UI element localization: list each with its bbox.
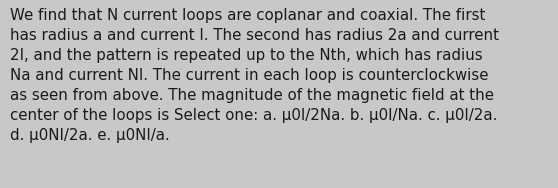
Text: We find that N current loops are coplanar and coaxial. The first
has radius a an: We find that N current loops are coplana… — [10, 8, 499, 143]
